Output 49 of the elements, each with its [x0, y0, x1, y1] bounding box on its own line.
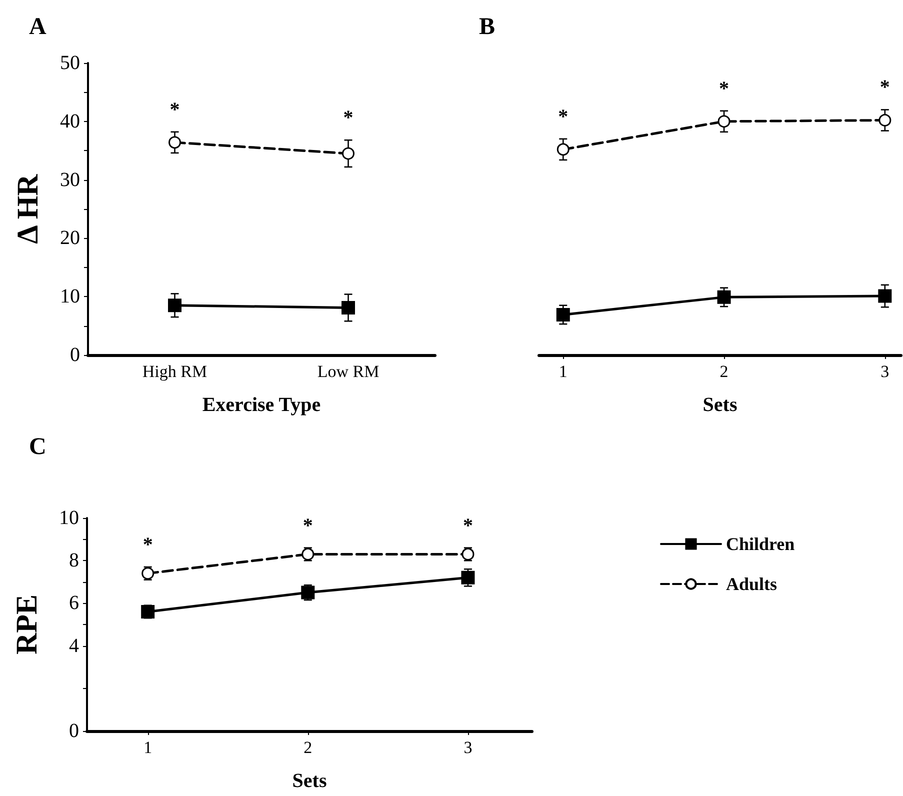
annotation: * — [462, 514, 473, 537]
y-tick-label: 4 — [69, 634, 79, 657]
point — [718, 115, 730, 128]
point — [168, 136, 181, 149]
x-tick-label: 1 — [144, 738, 152, 757]
x-tick-label: 2 — [720, 362, 728, 381]
y-tick-label: 20 — [60, 227, 80, 250]
point — [141, 604, 155, 618]
x-axis-title: Exercise Type — [202, 394, 321, 416]
x-tick-label: 2 — [304, 738, 312, 757]
x-tick-label: Low RM — [317, 362, 380, 381]
y-axis-title: RPE — [10, 594, 44, 654]
point — [878, 114, 892, 126]
chart-title: A — [29, 14, 47, 40]
y-axis-title: Δ HR — [12, 174, 44, 244]
x-axis-title: Sets — [702, 394, 738, 416]
x-tick-label: 1 — [558, 362, 568, 381]
annotation: * — [558, 106, 568, 128]
point — [461, 570, 475, 584]
x-tick-label: 3 — [880, 362, 890, 381]
y-tick-label: 10 — [59, 507, 79, 529]
point — [342, 300, 355, 314]
legend-label: Adults — [726, 574, 778, 594]
annotation: * — [302, 514, 313, 537]
x-tick-label: High RM — [142, 362, 208, 381]
point — [556, 143, 570, 156]
legend-label: Children — [726, 534, 795, 554]
point — [556, 308, 570, 322]
annotation: * — [142, 534, 153, 556]
annotation: * — [170, 98, 180, 121]
y-tick-label: 8 — [69, 550, 79, 572]
point — [717, 290, 731, 304]
y-tick-label: 0 — [69, 720, 79, 742]
point — [342, 147, 354, 160]
y-tick-label: 0 — [70, 344, 80, 366]
x-axis-title: Sets — [292, 770, 327, 792]
chart-title: C — [29, 434, 46, 460]
y-tick-label: 50 — [60, 52, 80, 74]
x-tick-label: 3 — [464, 738, 472, 757]
annotation: * — [880, 76, 890, 99]
chart-title: B — [479, 14, 496, 40]
point — [878, 289, 892, 303]
annotation: * — [343, 107, 354, 130]
y-tick-label: 6 — [69, 592, 79, 614]
point — [168, 298, 182, 312]
y-tick-label: 30 — [60, 168, 80, 191]
annotation: * — [719, 78, 730, 100]
y-tick-label: 10 — [60, 286, 80, 308]
y-tick-label: 40 — [60, 110, 80, 132]
